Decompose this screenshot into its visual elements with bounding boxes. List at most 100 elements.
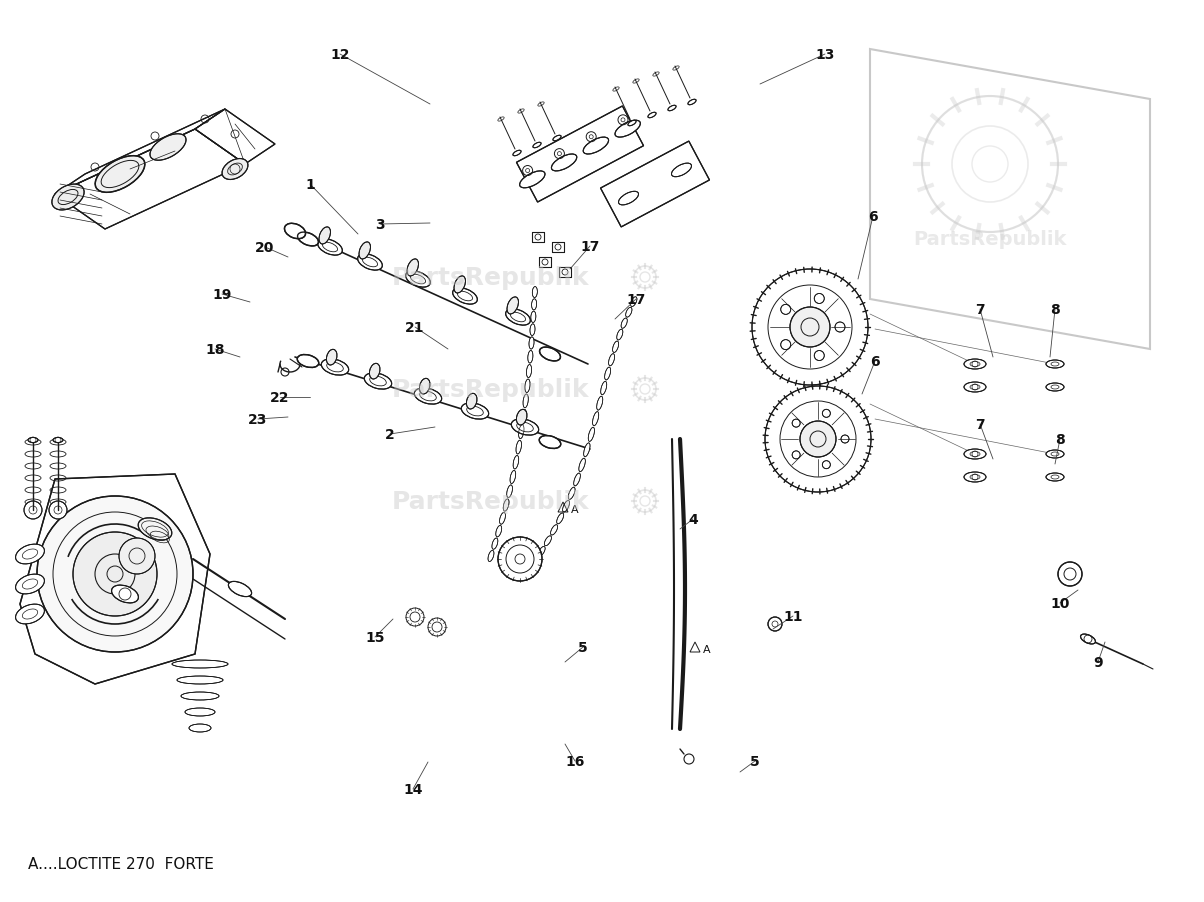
Circle shape [73,532,157,616]
Circle shape [836,323,845,333]
Circle shape [49,502,67,520]
Ellipse shape [1046,361,1064,369]
Circle shape [780,340,791,350]
Circle shape [792,419,801,428]
Circle shape [635,267,656,289]
Ellipse shape [589,428,595,442]
Ellipse shape [1046,474,1064,482]
Ellipse shape [628,121,636,126]
Text: 19: 19 [212,288,231,301]
Ellipse shape [138,519,172,540]
Ellipse shape [16,575,45,594]
Ellipse shape [365,373,391,390]
Circle shape [799,421,836,457]
Ellipse shape [964,360,986,370]
Text: 3: 3 [376,217,385,232]
Ellipse shape [1046,450,1064,458]
Ellipse shape [608,354,614,366]
Ellipse shape [297,233,318,246]
Ellipse shape [613,342,619,353]
Ellipse shape [517,410,527,426]
Ellipse shape [453,289,477,305]
Circle shape [1058,562,1082,586]
Circle shape [922,97,1058,233]
Ellipse shape [319,227,330,244]
Text: 15: 15 [365,630,385,644]
Ellipse shape [521,410,526,424]
Ellipse shape [359,243,371,260]
Circle shape [635,491,656,512]
Ellipse shape [512,419,538,436]
Text: 17: 17 [626,292,645,307]
Text: PartsRepublik: PartsRepublik [914,230,1067,249]
Ellipse shape [95,156,144,193]
Ellipse shape [592,412,598,427]
Circle shape [842,436,849,444]
Circle shape [790,308,830,347]
Text: 17: 17 [580,240,600,253]
Ellipse shape [964,382,986,392]
Text: 11: 11 [784,610,803,623]
Ellipse shape [1080,634,1096,644]
Ellipse shape [687,100,696,106]
Ellipse shape [407,260,419,277]
Polygon shape [55,110,225,195]
Ellipse shape [222,160,248,180]
Ellipse shape [172,660,228,668]
Ellipse shape [615,121,641,138]
Circle shape [37,496,193,652]
Ellipse shape [523,394,529,409]
Circle shape [814,294,825,304]
Ellipse shape [601,382,607,395]
Circle shape [792,451,801,459]
Ellipse shape [506,309,530,326]
Ellipse shape [321,360,349,376]
Ellipse shape [668,106,677,112]
Ellipse shape [529,337,535,350]
Polygon shape [20,474,209,685]
Circle shape [780,305,791,315]
Ellipse shape [284,224,306,239]
Text: 12: 12 [330,48,349,62]
Circle shape [822,410,831,418]
Ellipse shape [525,380,530,393]
Ellipse shape [616,330,622,341]
Ellipse shape [579,459,585,472]
Polygon shape [601,142,709,227]
Ellipse shape [517,441,521,455]
Ellipse shape [513,151,521,157]
Ellipse shape [461,403,489,419]
Text: 10: 10 [1050,596,1069,611]
Ellipse shape [597,397,603,410]
Ellipse shape [52,185,84,211]
Ellipse shape [553,136,561,142]
Text: 13: 13 [815,48,834,62]
Ellipse shape [964,449,986,459]
Text: PartsRepublik: PartsRepublik [391,490,589,513]
Ellipse shape [532,299,537,310]
Ellipse shape [507,485,513,498]
Ellipse shape [28,438,39,443]
Ellipse shape [150,134,187,161]
Text: 5: 5 [578,640,588,654]
Ellipse shape [16,545,45,565]
Ellipse shape [648,113,656,119]
Ellipse shape [185,708,216,716]
Circle shape [768,617,783,631]
Ellipse shape [503,500,509,511]
Text: 6: 6 [870,354,880,369]
Circle shape [814,351,825,361]
Text: 22: 22 [270,391,290,405]
Polygon shape [55,130,244,230]
Ellipse shape [318,240,342,256]
Ellipse shape [527,351,533,364]
Ellipse shape [358,254,383,271]
Ellipse shape [112,585,138,603]
Ellipse shape [466,394,477,410]
Ellipse shape [229,582,252,597]
Ellipse shape [562,501,569,512]
Text: 9: 9 [1093,655,1103,669]
Text: 14: 14 [403,782,423,796]
Ellipse shape [568,488,576,500]
Circle shape [635,379,656,400]
